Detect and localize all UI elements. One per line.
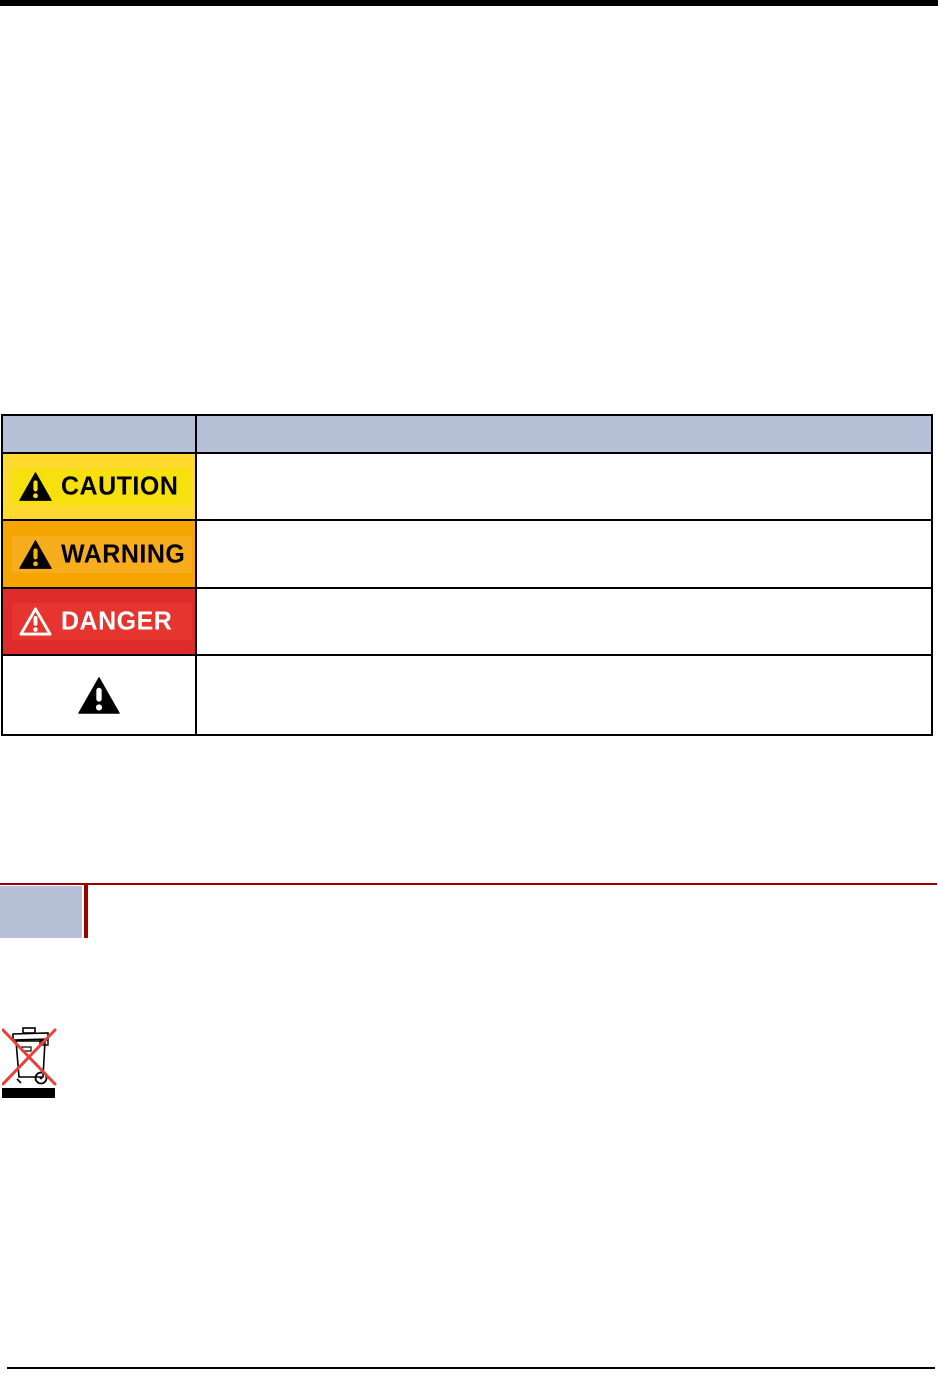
- warning-triangle-icon: [78, 676, 120, 714]
- signal-word: WARNING: [61, 538, 186, 569]
- danger-symbol-cell: DANGER: [3, 589, 197, 654]
- table-row-generic-warning: [3, 654, 931, 734]
- section-number-box: [0, 886, 82, 938]
- top-rule: [0, 0, 938, 6]
- footer-rule: [7, 1367, 935, 1369]
- caution-description-cell: [197, 454, 931, 519]
- generic-description-cell: [197, 656, 931, 734]
- table-row-danger: DANGER: [3, 587, 931, 654]
- warning-symbol-cell: WARNING: [3, 521, 197, 587]
- safety-signal-table: CAUTION WARNING: [1, 414, 933, 736]
- section-heading-rule: [0, 883, 937, 885]
- table-header-symbol-cell: [3, 416, 197, 452]
- warning-triangle-icon: [19, 472, 52, 501]
- warning-triangle-icon: [19, 607, 52, 636]
- table-row-warning: WARNING: [3, 519, 931, 587]
- weee-black-bar: [2, 1088, 55, 1098]
- caution-symbol-cell: CAUTION: [3, 454, 197, 519]
- table-header-description-cell: [197, 416, 931, 452]
- generic-symbol-cell: [3, 656, 197, 734]
- caution-sign: CAUTION: [12, 468, 192, 505]
- warning-triangle-icon: [19, 539, 52, 569]
- warning-description-cell: [197, 521, 931, 587]
- table-row-caution: CAUTION: [3, 452, 931, 519]
- warning-sign: WARNING: [12, 535, 192, 573]
- table-header-row: [3, 416, 931, 452]
- danger-description-cell: [197, 589, 931, 654]
- signal-word: DANGER: [61, 606, 173, 636]
- section-heading-bar: [84, 884, 88, 938]
- signal-word: CAUTION: [61, 471, 179, 501]
- crossed-out-wheeled-bin-icon: [2, 1027, 57, 1086]
- danger-sign: DANGER: [12, 603, 192, 640]
